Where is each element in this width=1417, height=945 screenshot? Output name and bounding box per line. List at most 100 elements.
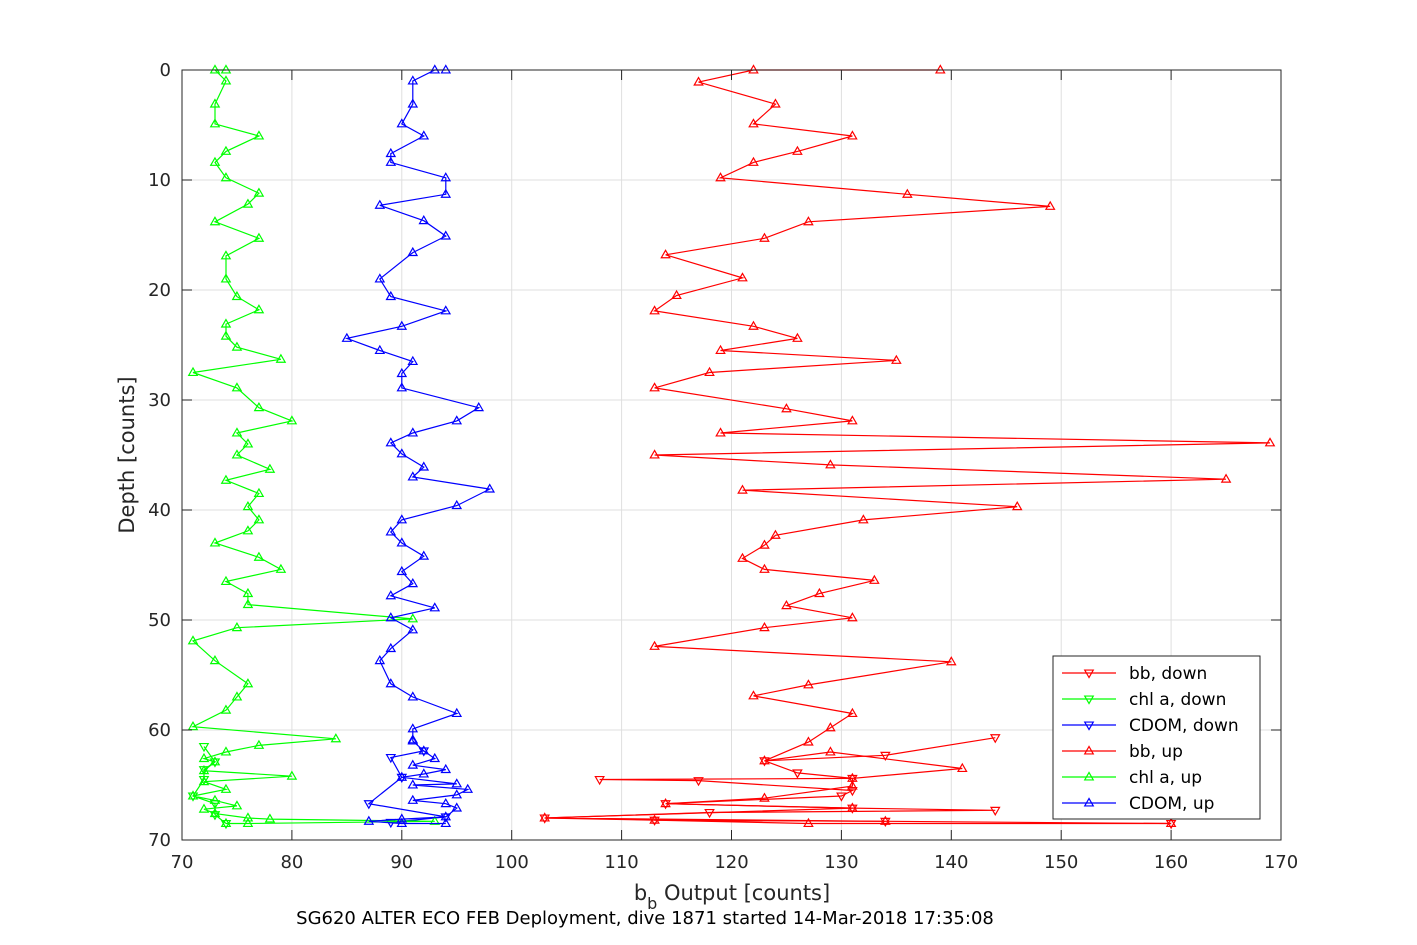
data-point	[847, 780, 858, 790]
y-tick-label: 20	[148, 280, 171, 301]
y-tick-label: 50	[148, 610, 171, 631]
data-point	[847, 415, 858, 425]
data-point	[440, 763, 452, 774]
legend-label: CDOM, down	[1129, 716, 1239, 736]
legend-swatch-marker	[1083, 669, 1095, 679]
legend-entry: bb, down	[1062, 664, 1207, 684]
x-tick-label: 130	[824, 852, 858, 873]
data-point	[253, 304, 265, 314]
legend-swatch-marker	[1083, 771, 1095, 781]
data-point	[374, 199, 386, 209]
data-point	[385, 290, 397, 301]
data-point	[748, 156, 759, 166]
data-point	[407, 613, 419, 623]
series-line	[544, 69, 1271, 825]
x-tick-label: 140	[934, 852, 968, 873]
data-point	[220, 575, 232, 586]
data-point	[396, 320, 408, 330]
data-point	[286, 415, 298, 425]
data-point	[407, 98, 419, 108]
data-point	[209, 811, 221, 821]
data-point	[891, 354, 902, 364]
data-point	[451, 499, 463, 510]
data-point	[374, 654, 386, 665]
data-point	[374, 273, 386, 283]
data-point	[858, 514, 869, 524]
data-point	[539, 812, 550, 822]
data-point	[825, 459, 836, 469]
data-point	[1264, 437, 1276, 447]
legend-swatch-marker	[1083, 745, 1095, 755]
data-point	[671, 289, 682, 300]
data-point	[770, 529, 781, 539]
data-point	[737, 272, 748, 282]
data-point	[242, 438, 254, 448]
y-tick-label: 10	[148, 170, 171, 191]
series-4	[187, 64, 441, 828]
data-point	[825, 746, 836, 756]
data-point	[209, 98, 221, 108]
data-point	[220, 145, 232, 155]
data-point	[945, 656, 957, 666]
data-point	[374, 344, 386, 355]
data-point	[803, 216, 814, 226]
data-point	[418, 745, 430, 755]
data-point	[451, 789, 463, 799]
data-point	[451, 778, 463, 788]
legend-entry: bb, up	[1062, 742, 1183, 762]
data-point	[242, 817, 254, 828]
data-point	[440, 172, 452, 182]
data-point	[231, 382, 243, 392]
legend-box	[1052, 655, 1261, 820]
legend-entry: chl a, up	[1062, 768, 1202, 788]
data-point	[649, 449, 660, 459]
data-point	[715, 172, 726, 182]
data-point	[407, 624, 419, 634]
legend-entry: CDOM, up	[1062, 794, 1214, 814]
data-point	[363, 800, 375, 810]
data-point	[220, 318, 232, 328]
data-point	[836, 792, 847, 802]
data-point	[209, 537, 221, 547]
data-point	[451, 802, 463, 812]
x-tick-label: 70	[171, 852, 194, 873]
data-point	[594, 775, 605, 786]
data-point	[440, 817, 452, 828]
x-tick-label: 100	[495, 852, 529, 873]
legend-label: bb, up	[1129, 742, 1183, 762]
data-point	[242, 525, 254, 535]
data-point	[418, 461, 430, 471]
data-point	[242, 500, 254, 511]
legend-label: chl a, down	[1129, 690, 1226, 710]
x-tick-label: 150	[1044, 852, 1078, 873]
data-point	[660, 800, 671, 810]
y-tick-label: 60	[148, 720, 171, 741]
data-point	[880, 817, 891, 828]
data-point	[187, 720, 199, 731]
data-point	[209, 756, 221, 766]
data-point	[847, 786, 858, 797]
data-point	[660, 797, 671, 808]
data-point	[220, 817, 232, 828]
data-point	[440, 305, 452, 315]
data-point	[407, 759, 419, 769]
data-point	[429, 602, 441, 612]
data-point	[737, 552, 748, 562]
data-point	[187, 366, 199, 377]
data-point	[440, 64, 452, 74]
data-point	[396, 448, 408, 458]
data-point	[847, 130, 858, 140]
data-point	[759, 539, 770, 549]
data-point	[330, 733, 342, 743]
data-point	[759, 232, 770, 242]
data-point	[209, 758, 221, 768]
data-point	[220, 330, 232, 340]
data-point	[737, 484, 748, 494]
data-point	[847, 707, 858, 718]
data-point	[396, 813, 408, 823]
x-axis-label: bb Output [counts]	[634, 881, 830, 913]
data-point	[253, 187, 265, 197]
data-point	[407, 577, 419, 588]
data-point	[407, 427, 419, 437]
data-point	[429, 752, 441, 763]
